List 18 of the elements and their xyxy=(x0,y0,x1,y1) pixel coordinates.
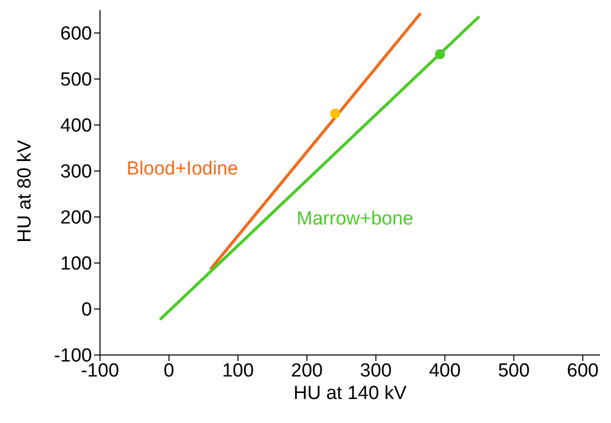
y-tick-label: 200 xyxy=(60,208,92,229)
y-tick-label: 0 xyxy=(81,300,92,321)
y-tick-label: 400 xyxy=(60,116,92,137)
y-tick-label: 100 xyxy=(60,254,92,275)
x-tick-label: 500 xyxy=(498,360,530,382)
x-tick-label: 100 xyxy=(222,360,254,382)
y-tick-label: 600 xyxy=(60,24,92,45)
y-axis-title: HU at 80 kV xyxy=(14,140,36,242)
x-tick-label: 400 xyxy=(428,360,461,382)
x-tick-label: 0 xyxy=(164,360,174,382)
series-label: Blood+Iodine xyxy=(126,158,238,180)
x-tick-label: 200 xyxy=(291,360,323,382)
x-tick-label: 300 xyxy=(360,360,392,382)
y-tick-label: 300 xyxy=(60,162,92,183)
y-tick-label: 500 xyxy=(60,70,92,91)
x-tick-label: 600 xyxy=(566,360,599,382)
x-axis-title: HU at 140 kV xyxy=(294,383,407,404)
series-label: Marrow+bone xyxy=(296,208,414,230)
